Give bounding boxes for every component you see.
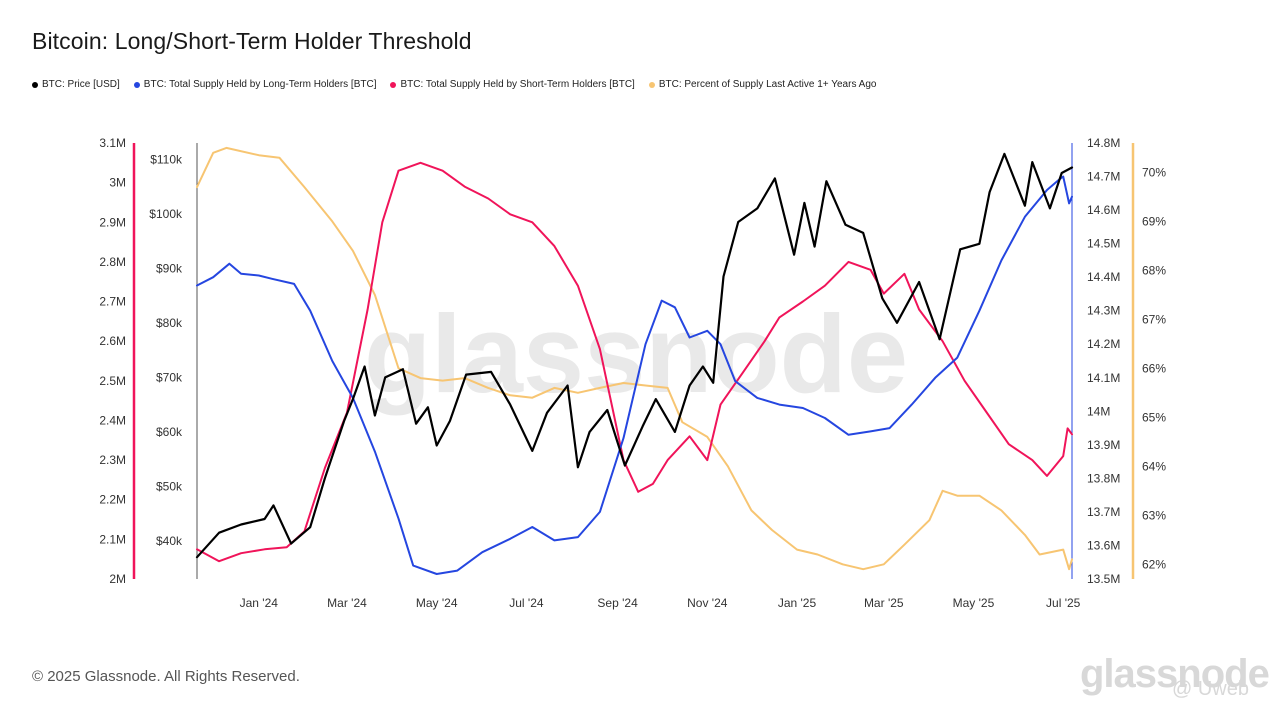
lth-axis-tick-label: 14.5M bbox=[1087, 237, 1120, 251]
watermark-center: glassnode bbox=[364, 293, 908, 416]
sth-axis-tick-label: 2.8M bbox=[99, 255, 126, 269]
lth-axis-tick-label: 13.7M bbox=[1087, 505, 1120, 519]
legend-item-sth[interactable]: BTC: Total Supply Held by Short-Term Hol… bbox=[390, 79, 635, 90]
price-axis-tick-label: $40k bbox=[156, 534, 183, 548]
pct-axis-tick-label: 68% bbox=[1142, 263, 1166, 277]
series-group bbox=[195, 146, 1074, 575]
sth-axis-tick-label: 2.5M bbox=[99, 374, 126, 388]
watermark-user: @ Uweb bbox=[1172, 678, 1249, 700]
lth-supply-line bbox=[196, 175, 1073, 575]
lth-axis-tick-label: 13.9M bbox=[1087, 438, 1120, 452]
price-axis-tick-label: $80k bbox=[156, 316, 183, 330]
sth-axis-tick-label: 2.6M bbox=[99, 334, 126, 348]
copyright-footer: © 2025 Glassnode. All Rights Reserved. bbox=[32, 668, 300, 685]
lth-axis-tick-label: 13.6M bbox=[1087, 538, 1120, 552]
sth-axis-tick-label: 2.7M bbox=[99, 295, 126, 309]
sth-axis-tick-label: 3M bbox=[109, 176, 126, 190]
price-axis-tick-label: $60k bbox=[156, 425, 183, 439]
lth-axis-tick-label: 13.5M bbox=[1087, 572, 1120, 586]
axes-group: 3.1M 3M 2.9M 2.8M 2.7M 2.6M 2.5M 2.4M 2.3M 2.2M 2.… bbox=[99, 136, 1166, 610]
legend-label-price: BTC: Price [USD] bbox=[42, 79, 120, 90]
lth-axis-tick-label: 14.2M bbox=[1087, 337, 1120, 351]
x-tick-label: Jan '24 bbox=[240, 596, 279, 610]
price-axis-tick-label: $110k bbox=[150, 152, 183, 166]
x-tick-label: Jul '25 bbox=[1046, 596, 1081, 610]
sth-axis-tick-label: 2.1M bbox=[99, 532, 126, 546]
pct-axis-tick-label: 62% bbox=[1142, 557, 1166, 571]
legend-dot-price bbox=[32, 81, 38, 88]
pct-axis-tick-label: 63% bbox=[1142, 508, 1166, 522]
price-axis-tick-label: $100k bbox=[149, 207, 183, 221]
legend-dot-pct bbox=[648, 81, 655, 88]
legend-item-lth[interactable]: BTC: Total Supply Held by Long-Term Hold… bbox=[133, 79, 377, 90]
x-tick-label: Sep '24 bbox=[597, 596, 638, 610]
legend-label-sth: BTC: Total Supply Held by Short-Term Hol… bbox=[400, 79, 635, 90]
price-axis-tick-label: $70k bbox=[156, 370, 183, 384]
sth-axis-tick-label: 3.1M bbox=[99, 136, 126, 150]
sth-axis-tick-label: 2.3M bbox=[99, 453, 126, 467]
pct-axis-tick-label: 67% bbox=[1142, 312, 1166, 326]
pct-supply-1y-line bbox=[196, 146, 1073, 571]
pct-axis-tick-label: 66% bbox=[1142, 361, 1166, 375]
sth-axis-tick-label: 2.9M bbox=[99, 215, 126, 229]
x-tick-label: Mar '25 bbox=[864, 596, 904, 610]
lth-axis-tick-label: 13.8M bbox=[1087, 471, 1120, 485]
legend-item-pct[interactable]: BTC: Percent of Supply Last Active 1+ Ye… bbox=[648, 79, 877, 90]
legend-item-price[interactable]: BTC: Price [USD] bbox=[32, 79, 120, 90]
pct-axis-tick-label: 69% bbox=[1142, 214, 1166, 228]
lth-axis-tick-label: 14.4M bbox=[1087, 270, 1120, 284]
x-tick-label: May '25 bbox=[953, 596, 995, 610]
x-tick-label: Jan '25 bbox=[778, 596, 817, 610]
chart-title: Bitcoin: Long/Short-Term Holder Threshol… bbox=[32, 28, 472, 54]
lth-axis-tick-label: 14.1M bbox=[1087, 371, 1120, 385]
x-tick-label: Nov '24 bbox=[687, 596, 728, 610]
lth-axis-tick-label: 14.8M bbox=[1087, 136, 1120, 150]
pct-axis-tick-label: 65% bbox=[1142, 410, 1166, 424]
watermark-brand: glassnode bbox=[1080, 652, 1269, 696]
price-line bbox=[195, 152, 1074, 559]
price-axis-tick-label: $90k bbox=[156, 261, 183, 275]
sth-axis-tick-label: 2.4M bbox=[99, 413, 126, 427]
x-tick-label: Mar '24 bbox=[327, 596, 367, 610]
legend-dot-sth bbox=[390, 81, 397, 88]
price-axis-tick-label: $50k bbox=[156, 479, 183, 493]
legend: BTC: Price [USD] BTC: Total Supply Held … bbox=[32, 79, 876, 90]
legend-dot-lth bbox=[133, 81, 140, 88]
x-tick-label: Jul '24 bbox=[509, 596, 544, 610]
x-tick-label: May '24 bbox=[416, 596, 458, 610]
pct-axis-tick-label: 70% bbox=[1142, 165, 1166, 179]
lth-axis-tick-label: 14M bbox=[1087, 404, 1110, 418]
lth-axis-tick-label: 14.3M bbox=[1087, 304, 1120, 318]
sth-axis-tick-label: 2.2M bbox=[99, 493, 126, 507]
lth-axis-tick-label: 14.6M bbox=[1087, 203, 1120, 217]
lth-axis-tick-label: 14.7M bbox=[1087, 170, 1120, 184]
sth-axis-tick-label: 2M bbox=[109, 572, 126, 586]
legend-label-lth: BTC: Total Supply Held by Long-Term Hold… bbox=[143, 79, 377, 90]
legend-label-pct: BTC: Percent of Supply Last Active 1+ Ye… bbox=[658, 79, 877, 90]
pct-axis-tick-label: 64% bbox=[1142, 459, 1166, 473]
